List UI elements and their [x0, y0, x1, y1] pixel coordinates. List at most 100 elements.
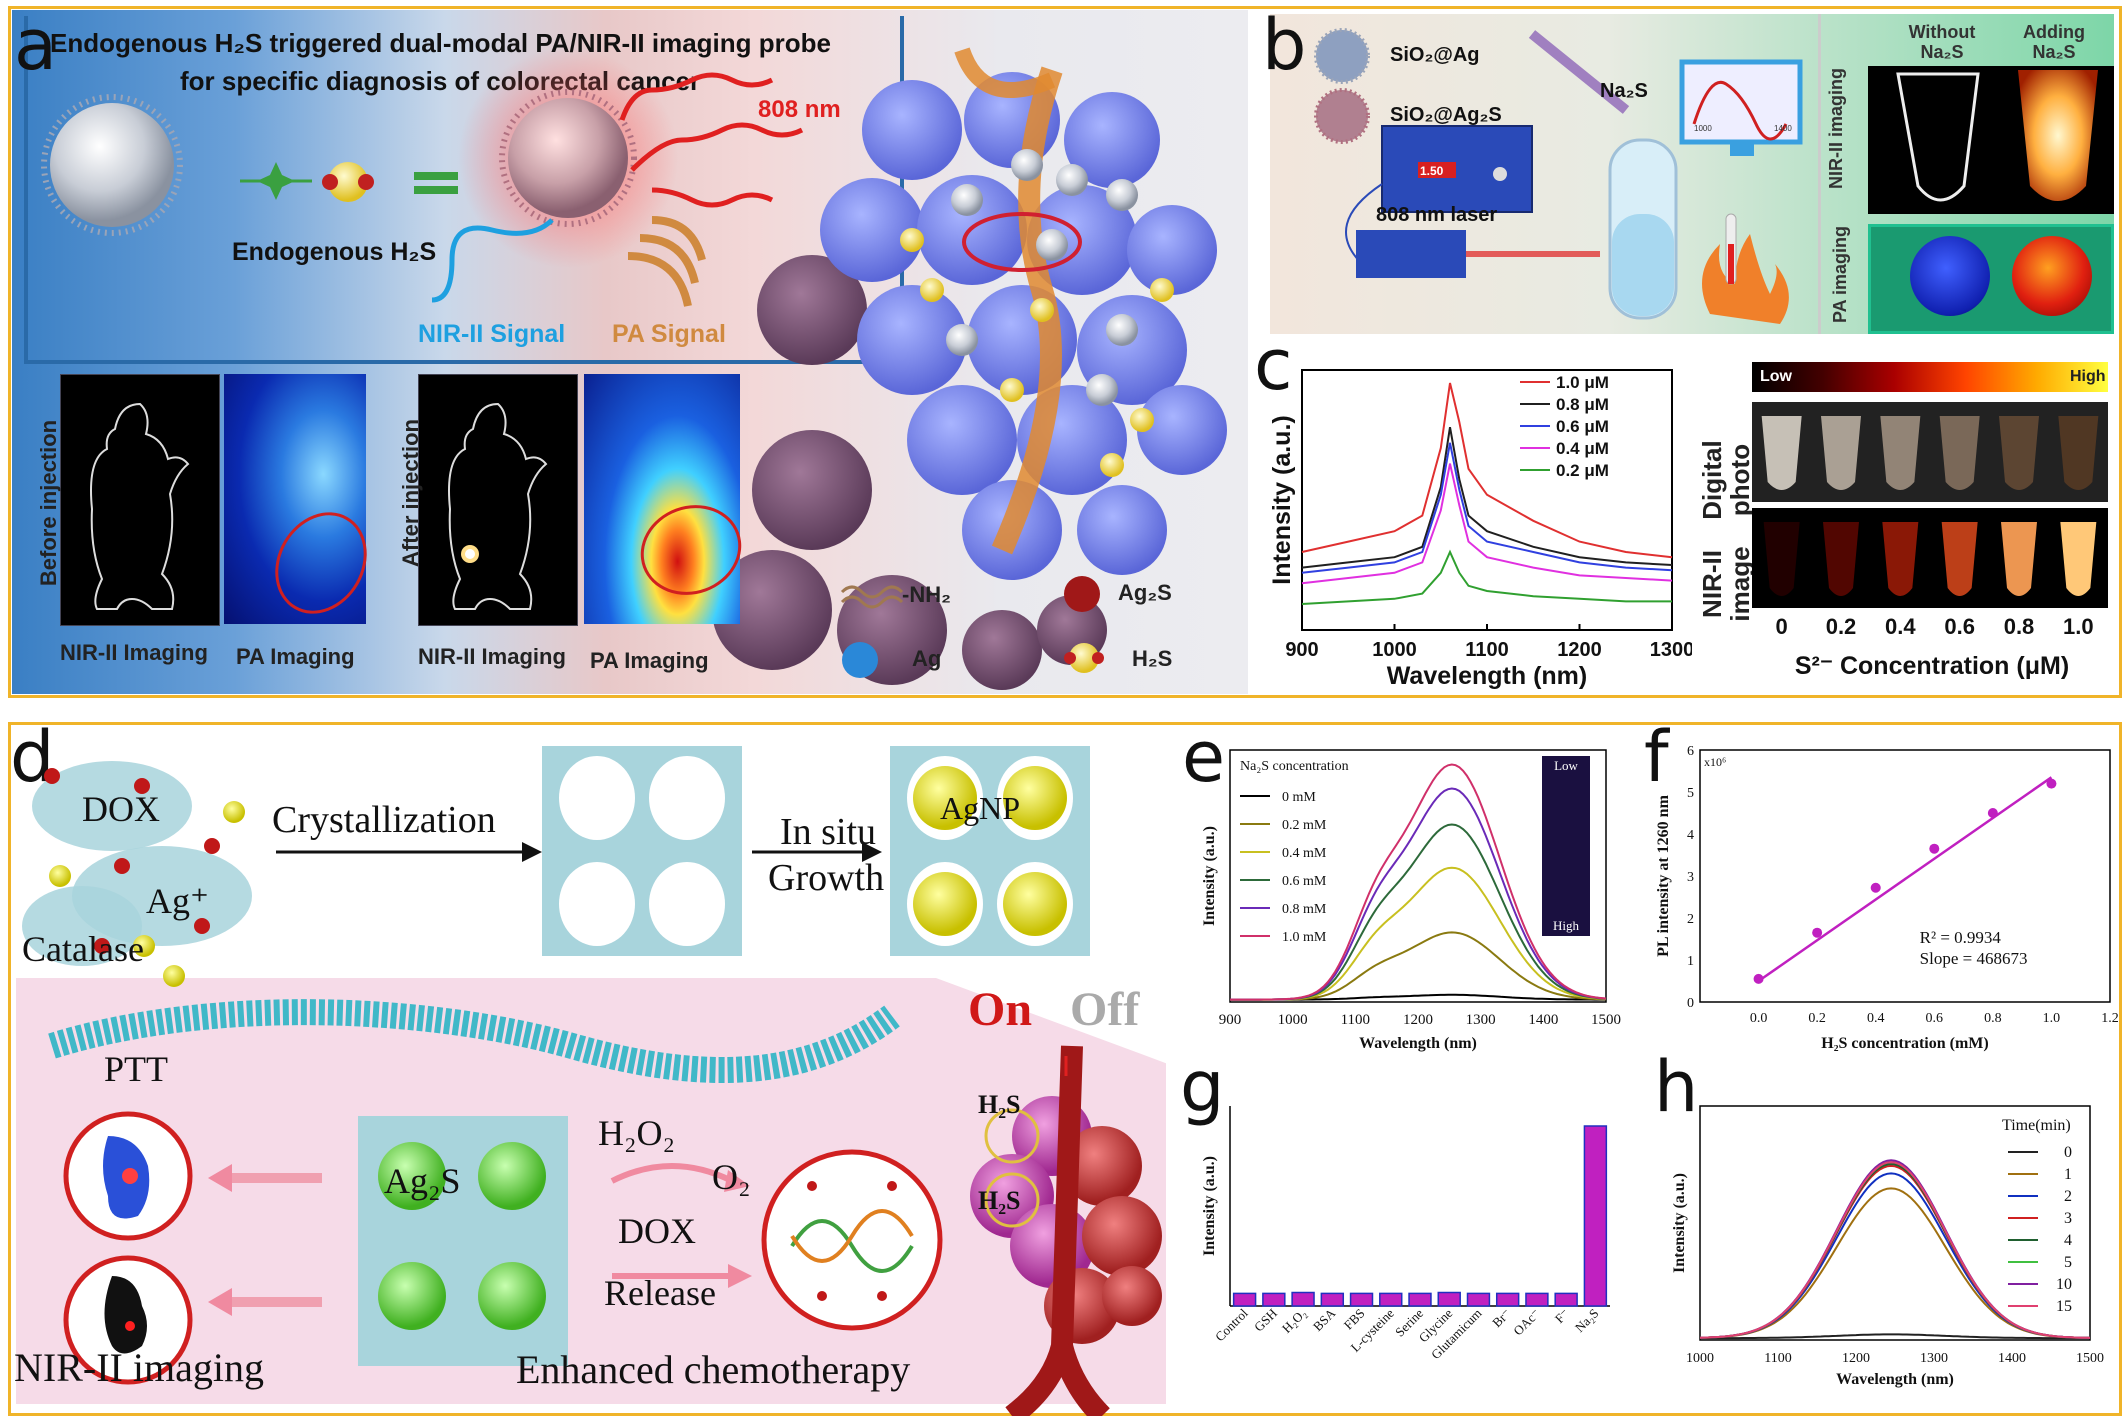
colorbar-high-label: High: [2070, 368, 2106, 385]
chart-h-series-line: [1699, 1172, 2091, 1339]
without-na2s-header: Without Na₂S: [1892, 22, 1992, 62]
chart-f-point: [2046, 778, 2057, 789]
chart-e-frame: [1229, 749, 1607, 1003]
chart-f-xtick-label: 0.0: [1750, 1011, 1768, 1026]
digital-photo-row-label: Digital photo: [1697, 420, 1755, 540]
chart-f-xtick-label: 1.0: [2043, 1011, 2060, 1026]
tube-strips: [1761, 416, 2099, 596]
chart-e-legend-title: Na₂S concentration: [1240, 759, 1349, 774]
chart-f-ytick-label: 3: [1687, 870, 1694, 885]
chart-e-series-line: [1230, 763, 1607, 1001]
concentration-tick-label: 0: [1776, 614, 1788, 639]
chart-c-xtick-label: 900: [1285, 639, 1318, 661]
concentration-xlabel: S²⁻ Concentration (μM): [1795, 652, 2069, 680]
h2s-tumor-label-2: H₂S: [978, 1186, 1021, 1215]
pa-before-image: [224, 374, 366, 624]
dox-dna-circle: [761, 1149, 943, 1331]
chart-h-xtick-label: 1300: [1920, 1351, 1948, 1366]
nir-ii-imaging-row-label: NIR-II imaging: [1826, 68, 1846, 189]
legend-nh2-label: -NH₂: [902, 582, 951, 607]
chart-f-xlabel: H₂S concentration (mM): [1821, 1035, 1988, 1052]
sio2-ag-icon: [1314, 28, 1370, 84]
cell-membrane: [48, 999, 900, 1083]
chart-e-legend-label: 1.0 mM: [1282, 930, 1327, 945]
pa-b-red-spot: [2012, 236, 2092, 316]
pa-b-blue-spot: [1910, 236, 1990, 316]
tube-adding-icon: [2018, 70, 2098, 201]
chart-f-ytick-label: 4: [1687, 828, 1694, 843]
chart-g-category-label: H₂O₂: [1279, 1306, 1309, 1336]
chart-h-series-line: [1699, 1164, 2091, 1339]
sio2-ag-label: SiO₂@Ag: [1390, 44, 1480, 66]
chart-f-xtick-label: 1.2: [2101, 1011, 2119, 1026]
chart-g-category-label: GSH: [1251, 1306, 1280, 1335]
chart-h-series-line: [1699, 1159, 2091, 1339]
colorbar-low-label: Low: [1760, 368, 1792, 385]
nir-b-tubes: [1896, 70, 2098, 202]
digital-photo-tube: [1821, 416, 1861, 490]
catalase-cluster-icon: [22, 761, 252, 987]
chart-e-xlabel: Wavelength (nm): [1359, 1035, 1477, 1052]
chart-g-ylabel: Intensity (a.u.): [1201, 1156, 1218, 1256]
chart-c-legend-label: 1.0 μM: [1556, 373, 1609, 392]
chart-h-legend-label: 2: [2064, 1188, 2072, 1205]
chart-h-series-line: [1700, 1333, 2090, 1340]
legend-h2s-label: H₂S: [1132, 646, 1173, 671]
chart-h-series-line: [1699, 1187, 2090, 1339]
panel-b-letter: b: [1262, 4, 1307, 86]
chart-f-r2: R² = 0.9934: [1920, 928, 2002, 947]
nir-image-tube: [1823, 522, 1859, 596]
chart-g-bar: [1232, 1292, 1257, 1307]
ag2s-framework: [358, 1116, 568, 1366]
digital-label: Digital: [1697, 440, 1727, 520]
tumor-tissue-illustration: [712, 47, 1227, 690]
conc-tick-labels: 0 0.2 0.4 0.6 0.8 1.0 S²⁻ Concentration (μM): [1776, 614, 2094, 680]
chart-e-xtick-label: 1500: [1591, 1012, 1621, 1028]
monitor-tick-1400: 1400: [1774, 124, 1792, 133]
panel-a-letter: a: [14, 4, 57, 86]
chart-f-ytick-label: 1: [1687, 954, 1694, 969]
chart-e-legend-label: 0 mM: [1282, 790, 1316, 805]
sio2-ag2s-nanoparticle-icon: [499, 89, 637, 227]
tumor-vessel-illustration: [970, 1045, 1162, 1416]
pa-imaging-label-2: PA Imaging: [590, 648, 709, 673]
panel-a-title-line1: Endogenous H₂S triggered dual-modal PA/N…: [50, 28, 831, 58]
chart-f-xtick-label: 0.6: [1926, 1011, 1944, 1026]
adding-na2s-header: Adding Na₂S: [2004, 22, 2104, 62]
pa-imaging-label-1: PA Imaging: [236, 644, 355, 669]
chart-h-legend-title: Time(min): [2002, 1117, 2071, 1134]
panel-d-schematic: [22, 746, 1162, 1416]
sio2-ag2s-label: SiO₂@Ag₂S: [1390, 104, 1502, 126]
laser-head-icon: [1356, 230, 1466, 278]
panel-a-schematic: [41, 47, 1227, 690]
chart-c-series-line: [1301, 463, 1673, 585]
h2s-molecule-icon: [322, 162, 374, 202]
panel-f-letter: f: [1644, 716, 1669, 798]
panel-g-letter: g: [1180, 1046, 1225, 1128]
ptt-pink-arrow: [208, 1164, 232, 1192]
nh2-legend-icon: [840, 585, 904, 599]
chart-h-xtick-label: 1400: [1998, 1351, 2026, 1366]
chart-h-legend-label: 4: [2064, 1232, 2072, 1249]
chart-g-bar: [1320, 1292, 1345, 1307]
chart-f-ytick-label: 5: [1687, 786, 1694, 801]
enhanced-chemotherapy-label: Enhanced chemotherapy: [516, 1347, 911, 1392]
ag2s-legend-icon: [1064, 576, 1100, 612]
laser-device-icon: [1381, 125, 1533, 213]
nir-ii-signal-label: NIR-II Signal: [418, 320, 566, 348]
chart-h-xtick-label: 1500: [2076, 1351, 2104, 1366]
after-injection-label: After injection: [397, 419, 423, 567]
digital-photo-tube: [1880, 416, 1921, 490]
colorbar-c: [1752, 362, 2108, 392]
endogenous-h2s-label: Endogenous H₂S: [232, 238, 437, 266]
flame-icon: [1702, 234, 1789, 324]
nir-ii-imaging-label: NIR-II imaging: [14, 1345, 264, 1390]
digital-photo-tube: [1939, 416, 1980, 490]
nir-image-row-label: NIR-II image: [1697, 524, 1755, 644]
chart-f-slope: Slope = 468673: [1920, 949, 2028, 968]
before-injection-label: Before injection: [36, 419, 62, 587]
chart-c-xtick-label: 1100: [1465, 639, 1508, 661]
mof-framework-1: [542, 746, 742, 956]
chart-h-xtick-label: 1100: [1764, 1351, 1791, 1366]
